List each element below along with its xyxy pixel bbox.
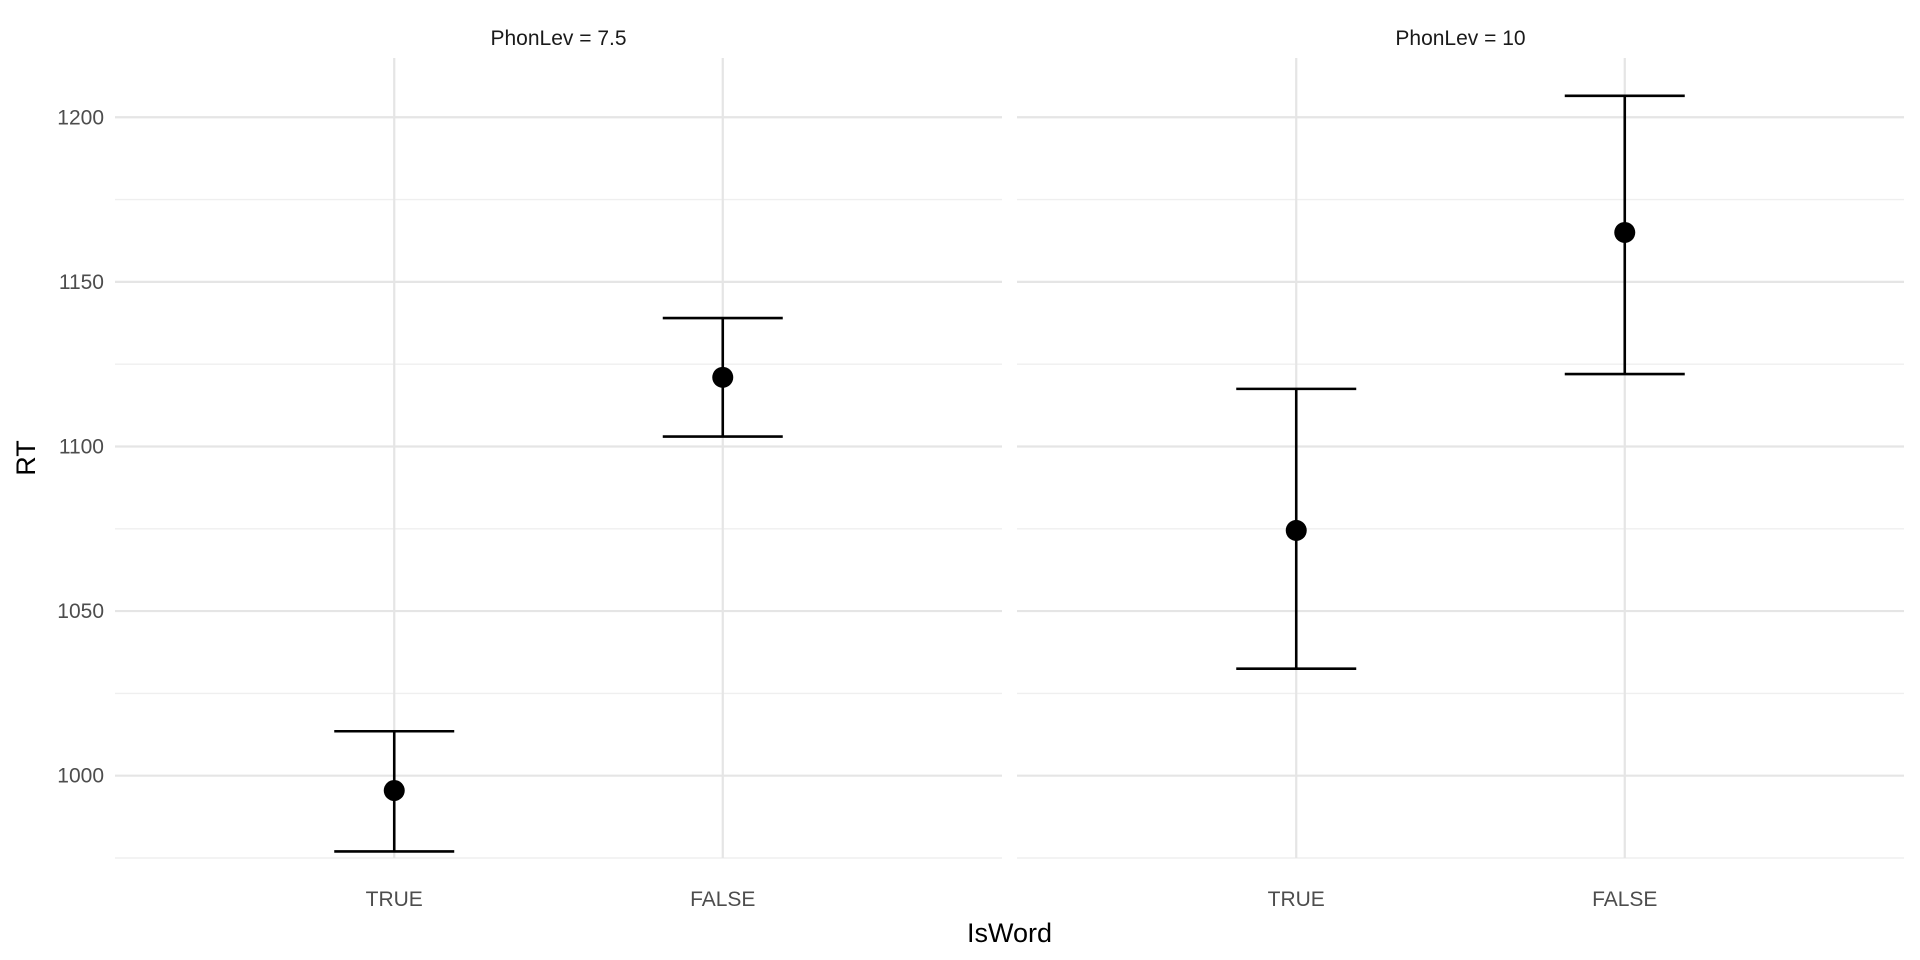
x-tick-label: TRUE — [366, 888, 423, 911]
data-point — [383, 780, 405, 802]
facet-strip-label: PhonLev = 10 — [1395, 27, 1525, 50]
x-tick-label: TRUE — [1268, 888, 1325, 911]
data-point — [1285, 519, 1307, 541]
y-tick-label: 1150 — [59, 271, 104, 294]
x-axis-title: IsWord — [967, 918, 1052, 948]
x-tick-label: FALSE — [1592, 888, 1657, 911]
y-tick-label: 1050 — [57, 600, 104, 623]
facet-strip-label: PhonLev = 7.5 — [490, 27, 626, 50]
data-point — [712, 366, 734, 388]
y-tick-label: 1000 — [57, 765, 104, 788]
y-tick-label: 1200 — [57, 106, 104, 129]
y-tick-label: 1100 — [59, 435, 104, 458]
x-tick-label: FALSE — [690, 888, 755, 911]
data-point — [1614, 221, 1636, 243]
y-axis-title: RT — [11, 440, 41, 476]
